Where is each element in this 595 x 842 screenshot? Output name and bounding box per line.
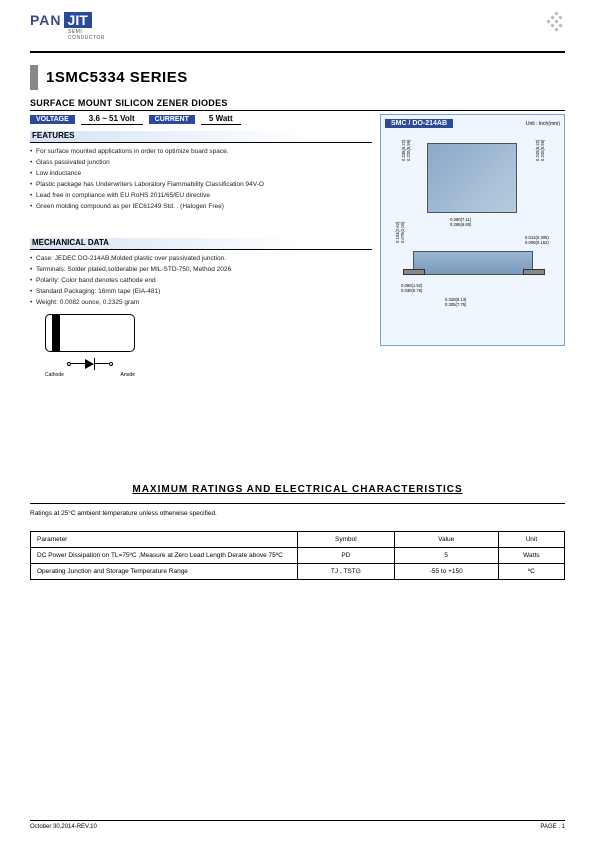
mech-heading: MECHANICAL DATA bbox=[30, 238, 372, 250]
table-header-row: Parameter Symbol Value Unit bbox=[31, 532, 565, 548]
package-drawing: 0.236(6.22) 0.220(5.59) 0.245(6.22) 0.22… bbox=[385, 131, 560, 341]
td-symbol: TJ , TSTG bbox=[298, 564, 395, 580]
mech-item: Terminals: Solder plated,solderable per … bbox=[30, 266, 372, 273]
td-unit: Watts bbox=[498, 548, 564, 564]
subtitle: SURFACE MOUNT SILICON ZENER DIODES bbox=[30, 98, 565, 108]
features-heading: FEATURES bbox=[30, 131, 372, 143]
dim-label: 0.103(2.62) 0.079(2.00) bbox=[395, 222, 405, 243]
td-param: Operating Junction and Storage Temperatu… bbox=[31, 564, 298, 580]
logo: PAN JIT SEMI CONDUCTOR bbox=[30, 12, 105, 41]
mech-list: Case: JEDEC DO-214AB,Molded plastic over… bbox=[30, 255, 372, 306]
cathode-label: Cathode bbox=[45, 372, 64, 378]
page-title: 1SMC5334 SERIES bbox=[30, 65, 196, 90]
feature-item: Green molding compound as per IEC61249 S… bbox=[30, 203, 372, 210]
current-value: 5 Watt bbox=[201, 114, 241, 125]
package-title: SMC / DO-214AB bbox=[385, 119, 453, 128]
mech-item: Standard Packaging: 16mm tape (EIA-481) bbox=[30, 288, 372, 295]
spec-row: VOLTAGE 3.6 ~ 51 Volt CURRENT 5 Watt bbox=[30, 114, 372, 125]
feature-item: Lead free in compliance with EU RoHS 201… bbox=[30, 192, 372, 199]
current-badge: CURRENT bbox=[149, 115, 195, 124]
ratings-table: Parameter Symbol Value Unit DC Power Dis… bbox=[30, 531, 565, 580]
voltage-value: 3.6 ~ 51 Volt bbox=[81, 114, 143, 125]
td-value: -55 to +150 bbox=[394, 564, 498, 580]
table-row: DC Power Dissipation on TL=75ºC ,Measure… bbox=[31, 548, 565, 564]
mech-item: Weight: 0.0082 ounce, 0.2325 gram bbox=[30, 299, 372, 306]
divider bbox=[30, 503, 565, 504]
anode-label: Anode bbox=[121, 372, 135, 378]
mech-item: Case: JEDEC DO-214AB,Molded plastic over… bbox=[30, 255, 372, 262]
mech-item: Polarity: Color band denotes cathode end bbox=[30, 277, 372, 284]
left-column: VOLTAGE 3.6 ~ 51 Volt CURRENT 5 Watt FEA… bbox=[30, 114, 372, 384]
footer: October 30,2014-REV.10 PAGE . 1 bbox=[30, 820, 565, 830]
td-param: DC Power Dissipation on TL=75ºC ,Measure… bbox=[31, 548, 298, 564]
logo-jit: JIT bbox=[64, 12, 92, 28]
dim-label: 0.245(6.22) 0.220(5.59) bbox=[535, 140, 545, 161]
features-list: For surface mounted applications in orde… bbox=[30, 148, 372, 210]
th-unit: Unit bbox=[498, 532, 564, 548]
divider bbox=[30, 51, 565, 53]
td-value: 5 bbox=[394, 548, 498, 564]
table-row: Operating Junction and Storage Temperatu… bbox=[31, 564, 565, 580]
td-symbol: PD bbox=[298, 548, 395, 564]
feature-item: Glass passivated junction bbox=[30, 159, 372, 166]
dim-label: 0.012(0.305) 0.006(0.152) bbox=[525, 235, 549, 245]
footer-date: October 30,2014-REV.10 bbox=[30, 824, 97, 830]
header-row: PAN JIT SEMI CONDUCTOR bbox=[30, 12, 565, 41]
dim-label: 0.280(7.11) 0.265(6.60) bbox=[450, 217, 471, 227]
voltage-badge: VOLTAGE bbox=[30, 115, 75, 124]
th-symbol: Symbol bbox=[298, 532, 395, 548]
subtitle-underline bbox=[30, 110, 565, 111]
td-unit: ºC bbox=[498, 564, 564, 580]
feature-item: Plastic package has Underwriters Laborat… bbox=[30, 181, 372, 188]
right-column: SMC / DO-214AB Unit : Inch(mm) 0.236(6.2… bbox=[380, 114, 565, 384]
dim-label: 0.060(1.52) 0.030(0.76) bbox=[401, 283, 422, 293]
decorative-dots bbox=[537, 12, 565, 34]
logo-subtext: SEMI CONDUCTOR bbox=[68, 29, 105, 41]
diode-symbol-diagram: Cathode Anode bbox=[30, 314, 150, 384]
footer-page: PAGE . 1 bbox=[540, 824, 565, 830]
package-unit: Unit : Inch(mm) bbox=[526, 121, 560, 127]
dim-label: 0.320(8.13) 0.305(7.75) bbox=[445, 297, 466, 307]
th-value: Value bbox=[394, 532, 498, 548]
ratings-title: MAXIMUM RATINGS AND ELECTRICAL CHARACTER… bbox=[30, 484, 565, 495]
package-panel: SMC / DO-214AB Unit : Inch(mm) 0.236(6.2… bbox=[380, 114, 565, 346]
ratings-note: Ratings at 25°C ambient temperature unle… bbox=[30, 510, 565, 517]
th-parameter: Parameter bbox=[31, 532, 298, 548]
feature-item: Low inductance bbox=[30, 170, 372, 177]
logo-pan: PAN bbox=[30, 12, 62, 28]
feature-item: For surface mounted applications in orde… bbox=[30, 148, 372, 155]
dim-label: 0.236(6.22) 0.220(5.59) bbox=[401, 140, 411, 161]
